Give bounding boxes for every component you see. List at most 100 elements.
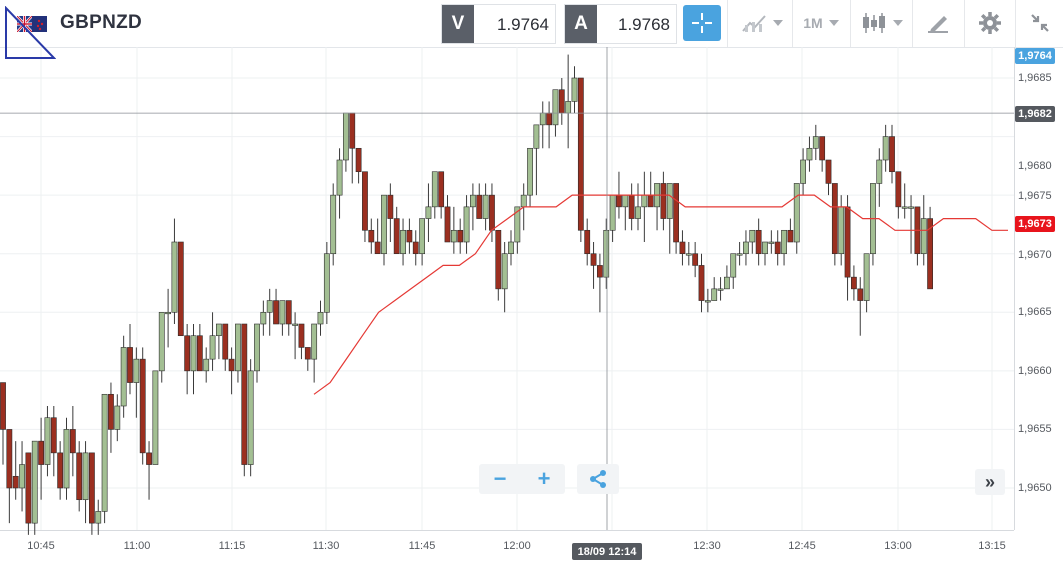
price-axis-label: 1,9670 bbox=[1018, 249, 1052, 261]
bearish-candle bbox=[679, 241, 686, 255]
chevron-down-icon bbox=[773, 20, 783, 26]
chart-type-button[interactable] bbox=[857, 5, 907, 41]
bearish-candle bbox=[222, 323, 229, 360]
bullish-candle bbox=[469, 194, 476, 208]
bullish-candle bbox=[793, 183, 800, 243]
collapse-button[interactable] bbox=[1022, 5, 1058, 41]
bearish-candle bbox=[590, 253, 597, 266]
bullish-candle bbox=[266, 300, 273, 313]
bearish-candle bbox=[146, 452, 152, 465]
bullish-candle bbox=[717, 288, 724, 291]
bullish-candle bbox=[82, 452, 89, 501]
bearish-candle bbox=[298, 323, 305, 348]
price-axis-label: 1,9650 bbox=[1018, 482, 1052, 494]
moving-average-line bbox=[313, 194, 1008, 395]
bearish-candle bbox=[476, 194, 483, 219]
bearish-candle bbox=[895, 171, 902, 208]
bearish-candle bbox=[50, 417, 57, 454]
instrument-symbol[interactable]: GBPNZD bbox=[60, 12, 143, 33]
bullish-candle bbox=[165, 311, 171, 315]
bullish-candle bbox=[781, 229, 787, 255]
bearish-candle bbox=[647, 194, 654, 208]
bullish-candle bbox=[19, 464, 25, 489]
bearish-candle bbox=[89, 452, 95, 524]
scroll-to-latest-button[interactable]: » bbox=[975, 469, 1005, 495]
bullish-candle bbox=[603, 229, 610, 278]
time-axis-label: 11:30 bbox=[312, 540, 340, 552]
bullish-candle bbox=[114, 405, 121, 430]
bullish-candle bbox=[311, 323, 318, 360]
bearish-candle bbox=[558, 89, 565, 114]
timeframe-select[interactable]: 1M bbox=[797, 5, 845, 41]
bullish-candle bbox=[514, 206, 521, 243]
bullish-candle bbox=[216, 323, 222, 337]
price-chart[interactable] bbox=[0, 47, 1063, 563]
bullish-candle bbox=[730, 253, 737, 278]
ask-price-button[interactable]: A 1.9768 bbox=[564, 4, 677, 44]
corner-marker-icon bbox=[5, 6, 56, 59]
bullish-candle bbox=[323, 253, 330, 313]
time-axis-label: 11:45 bbox=[408, 540, 436, 552]
last-price-tag: 1,9673 bbox=[1015, 216, 1055, 232]
bullish-candle bbox=[247, 370, 254, 465]
zoom-out-button[interactable]: − bbox=[493, 466, 507, 491]
bearish-candle bbox=[406, 229, 413, 243]
bearish-candle bbox=[825, 159, 832, 184]
share-icon bbox=[590, 470, 606, 488]
bullish-candle bbox=[527, 147, 533, 196]
bearish-candle bbox=[850, 276, 857, 290]
bullish-candle bbox=[133, 358, 140, 383]
bullish-candle bbox=[235, 323, 241, 372]
bullish-candle bbox=[381, 194, 387, 255]
bullish-candle bbox=[44, 417, 51, 465]
bullish-candle bbox=[666, 183, 673, 219]
bullish-candle bbox=[704, 300, 711, 303]
bullish-candle bbox=[920, 218, 927, 255]
bullish-candle bbox=[254, 323, 260, 372]
bearish-candle bbox=[76, 452, 83, 501]
bearish-candle bbox=[819, 136, 826, 161]
crosshair-icon bbox=[692, 13, 712, 33]
bullish-candle bbox=[533, 124, 540, 149]
drawing-tools-button[interactable] bbox=[918, 5, 958, 41]
time-axis-label: 13:00 bbox=[884, 540, 912, 552]
bearish-candle bbox=[0, 382, 6, 430]
toolbar-divider bbox=[792, 0, 793, 47]
bullish-candle bbox=[152, 370, 159, 465]
crosshair-price-tag: 1,9682 bbox=[1015, 106, 1055, 122]
bullish-candle bbox=[768, 241, 775, 244]
bullish-candle bbox=[292, 323, 298, 326]
toolbar-divider bbox=[1015, 0, 1016, 47]
bullish-candle bbox=[806, 147, 813, 161]
toolbar-divider bbox=[912, 0, 913, 47]
bullish-candle bbox=[749, 229, 756, 243]
indicators-icon bbox=[742, 15, 766, 32]
bearish-candle bbox=[393, 218, 400, 255]
bid-price-button[interactable]: V 1.9764 bbox=[441, 4, 556, 44]
bullish-candle bbox=[635, 206, 641, 219]
bullish-candle bbox=[400, 229, 406, 255]
indicators-button[interactable] bbox=[737, 5, 787, 41]
time-axis-label: 12:30 bbox=[693, 540, 721, 552]
share-button[interactable] bbox=[577, 464, 619, 494]
settings-button[interactable] bbox=[970, 5, 1010, 41]
timeframe-label: 1M bbox=[803, 15, 823, 31]
bullish-candle bbox=[622, 194, 629, 208]
bearish-candle bbox=[196, 335, 203, 372]
bullish-candle bbox=[685, 253, 692, 256]
bullish-candle bbox=[882, 136, 889, 161]
bullish-candle bbox=[876, 159, 883, 184]
bullish-candle bbox=[317, 311, 324, 325]
bullish-candle bbox=[101, 393, 108, 512]
bearish-candle bbox=[495, 229, 502, 290]
chevron-down-icon bbox=[828, 20, 839, 26]
bullish-candle bbox=[279, 300, 286, 325]
zoom-in-button[interactable]: + bbox=[537, 466, 551, 491]
bearish-candle bbox=[584, 229, 591, 255]
drawing-tools-icon bbox=[928, 16, 948, 33]
crosshair-button[interactable] bbox=[683, 5, 721, 41]
price-axis-label: 1,9685 bbox=[1018, 72, 1052, 84]
bullish-candle bbox=[419, 218, 425, 255]
bullish-candle bbox=[501, 253, 508, 290]
bullish-candle bbox=[63, 429, 70, 489]
